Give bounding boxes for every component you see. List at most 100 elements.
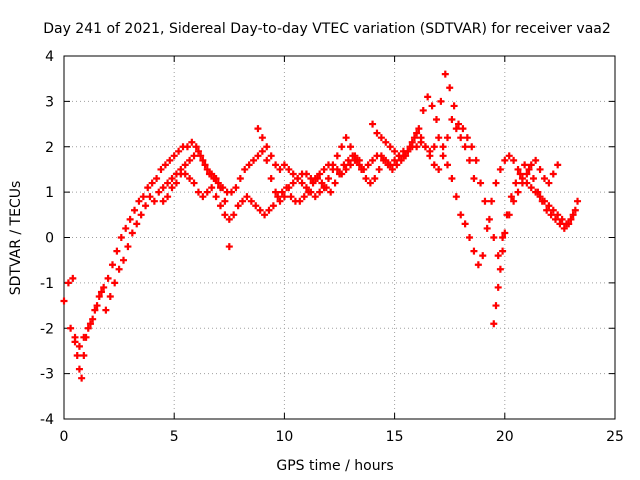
data-point (289, 179, 297, 187)
data-point (450, 102, 458, 110)
data-point (510, 197, 518, 205)
data-point (186, 156, 194, 164)
data-point (75, 365, 83, 373)
data-point (419, 106, 427, 114)
data-point (505, 152, 513, 160)
data-point (470, 247, 478, 255)
data-point (252, 202, 260, 210)
data-point (452, 193, 460, 201)
data-point (499, 234, 507, 241)
data-point (448, 116, 456, 124)
data-point (164, 179, 172, 187)
data-point (536, 193, 544, 201)
data-point (406, 143, 414, 151)
data-point (554, 161, 562, 169)
data-point (159, 197, 167, 205)
data-point (371, 175, 379, 183)
data-point (443, 134, 451, 142)
data-point (239, 197, 247, 205)
data-point (177, 170, 185, 178)
data-point (413, 143, 421, 151)
data-point (274, 193, 282, 201)
data-point (276, 197, 284, 205)
data-point (247, 197, 255, 205)
data-point (311, 193, 319, 201)
data-point (80, 351, 88, 359)
data-point (228, 188, 236, 196)
y-tick-label: 4 (45, 49, 54, 65)
data-point (93, 302, 101, 310)
data-point (197, 152, 205, 160)
data-point (230, 211, 238, 219)
data-point (461, 143, 469, 151)
data-point (457, 211, 465, 219)
data-point (126, 215, 134, 223)
data-point (532, 156, 540, 164)
data-point (474, 261, 482, 269)
data-point (358, 165, 366, 173)
data-point (221, 197, 229, 205)
axis-ticks: 0 5 10 15 20 25 -4 -3 -2 -1 0 1 2 3 4 (40, 49, 624, 445)
data-point (201, 161, 209, 169)
data-point (428, 102, 436, 110)
data-point (159, 184, 167, 192)
data-point (424, 93, 432, 101)
data-point (75, 342, 83, 350)
data-point (168, 184, 176, 192)
data-point (388, 165, 396, 173)
data-point (148, 179, 156, 187)
data-point (287, 193, 295, 201)
data-point (380, 156, 388, 164)
data-point (448, 175, 456, 183)
data-point (565, 220, 573, 228)
x-tick-label: 5 (170, 429, 179, 445)
data-point (261, 211, 269, 219)
data-point (302, 184, 310, 192)
data-point (102, 306, 110, 314)
data-point (538, 197, 546, 205)
data-point (267, 152, 275, 160)
data-point (280, 193, 288, 201)
y-tick-label: 2 (45, 140, 54, 156)
data-point (571, 206, 579, 214)
data-point (369, 156, 377, 164)
data-point (439, 152, 447, 160)
data-point (256, 206, 264, 214)
data-point (507, 193, 515, 201)
data-point (567, 215, 575, 223)
data-point (455, 120, 463, 128)
data-point (492, 302, 500, 310)
data-point (91, 306, 99, 314)
data-point (267, 175, 275, 183)
data-point (477, 179, 485, 187)
data-point (545, 202, 553, 210)
x-axis-label: GPS time / hours (276, 458, 393, 474)
data-point (505, 211, 513, 219)
data-point (466, 234, 474, 241)
data-point (117, 234, 125, 241)
data-point (543, 206, 551, 214)
data-point (391, 147, 399, 155)
data-point (208, 184, 216, 192)
data-point (347, 161, 355, 169)
data-point (470, 175, 478, 183)
data-point (212, 193, 220, 201)
data-point (488, 197, 496, 205)
data-point (338, 143, 346, 151)
data-point (373, 129, 381, 137)
data-point (366, 179, 374, 187)
data-point (525, 165, 533, 173)
data-point (466, 156, 474, 164)
y-tick-label: 1 (45, 185, 54, 201)
data-point (300, 193, 308, 201)
data-point (225, 215, 233, 223)
data-point (408, 138, 416, 146)
data-point (86, 320, 94, 328)
data-point (221, 211, 229, 219)
data-point (234, 202, 242, 210)
data-point (188, 138, 196, 146)
data-point (170, 152, 178, 160)
data-point (485, 215, 493, 223)
x-tick-label: 10 (275, 429, 293, 445)
data-point (549, 206, 557, 214)
